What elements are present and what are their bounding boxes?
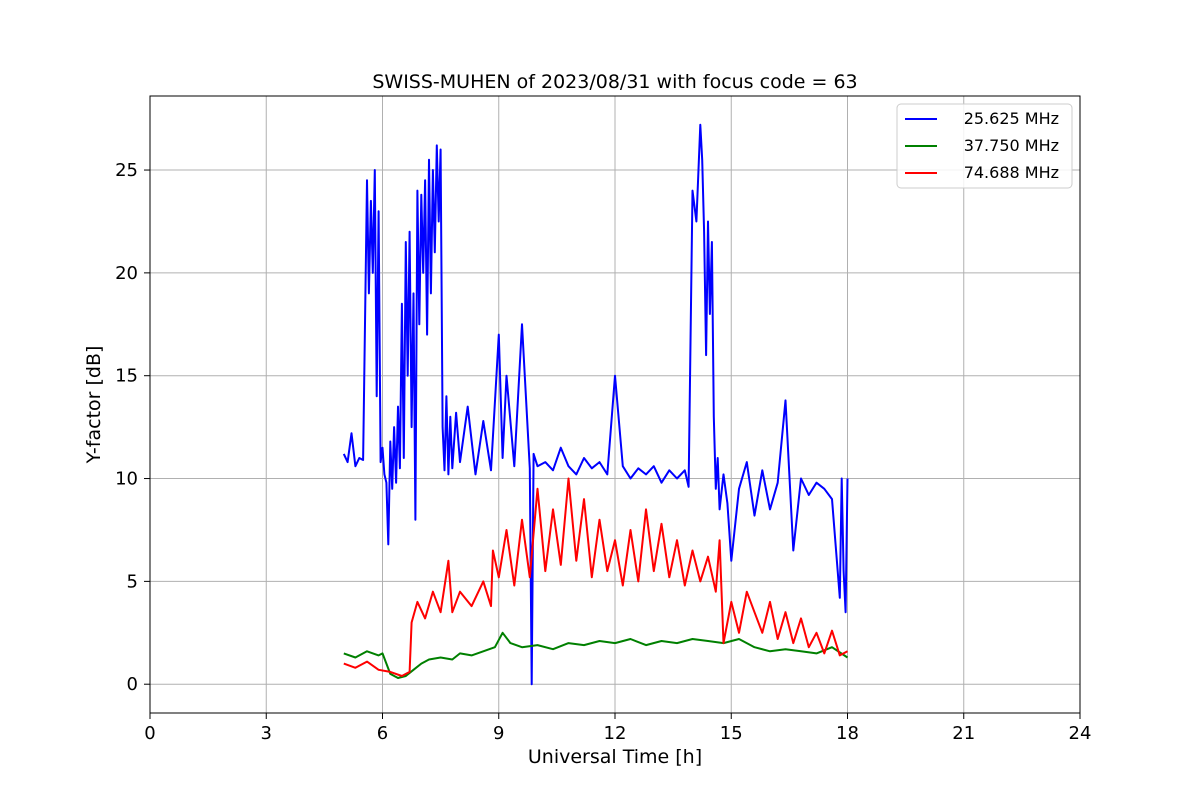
series-line-2: [343, 477, 848, 677]
series-lines: [342, 123, 849, 686]
x-tick-label: 3: [261, 723, 272, 744]
legend-label: 37.750 MHz: [964, 136, 1059, 155]
x-tick-label: 15: [720, 723, 743, 744]
y-tick-label: 15: [115, 366, 138, 387]
y-tick-label: 0: [127, 674, 138, 695]
chart-title: SWISS-MUHEN of 2023/08/31 with focus cod…: [372, 71, 857, 93]
x-tick-label: 18: [836, 723, 859, 744]
y-tick-label: 25: [115, 160, 138, 181]
x-tick-label: 9: [493, 723, 504, 744]
x-tick-label: 21: [952, 723, 975, 744]
y-axis-title: Y-factor [dB]: [83, 346, 105, 465]
axis-ticks: 0 3 6 9 12 15 18 21 24 0 5 10 15 20 25: [115, 160, 1091, 744]
legend: 25.625 MHz 37.750 MHz 74.688 MHz: [896, 103, 1073, 189]
y-tick-label: 10: [115, 469, 138, 490]
legend-label: 74.688 MHz: [964, 163, 1059, 182]
series-line-1: [343, 631, 849, 679]
series-line-0: [342, 123, 849, 686]
y-tick-label: 20: [115, 263, 138, 284]
x-axis-title: Universal Time [h]: [528, 746, 702, 768]
x-tick-label: 24: [1069, 723, 1092, 744]
legend-label: 25.625 MHz: [964, 109, 1059, 128]
x-tick-label: 12: [604, 723, 627, 744]
x-tick-label: 0: [144, 723, 155, 744]
x-tick-label: 6: [377, 723, 388, 744]
legend-box: [896, 103, 1073, 189]
y-tick-label: 5: [127, 571, 138, 592]
